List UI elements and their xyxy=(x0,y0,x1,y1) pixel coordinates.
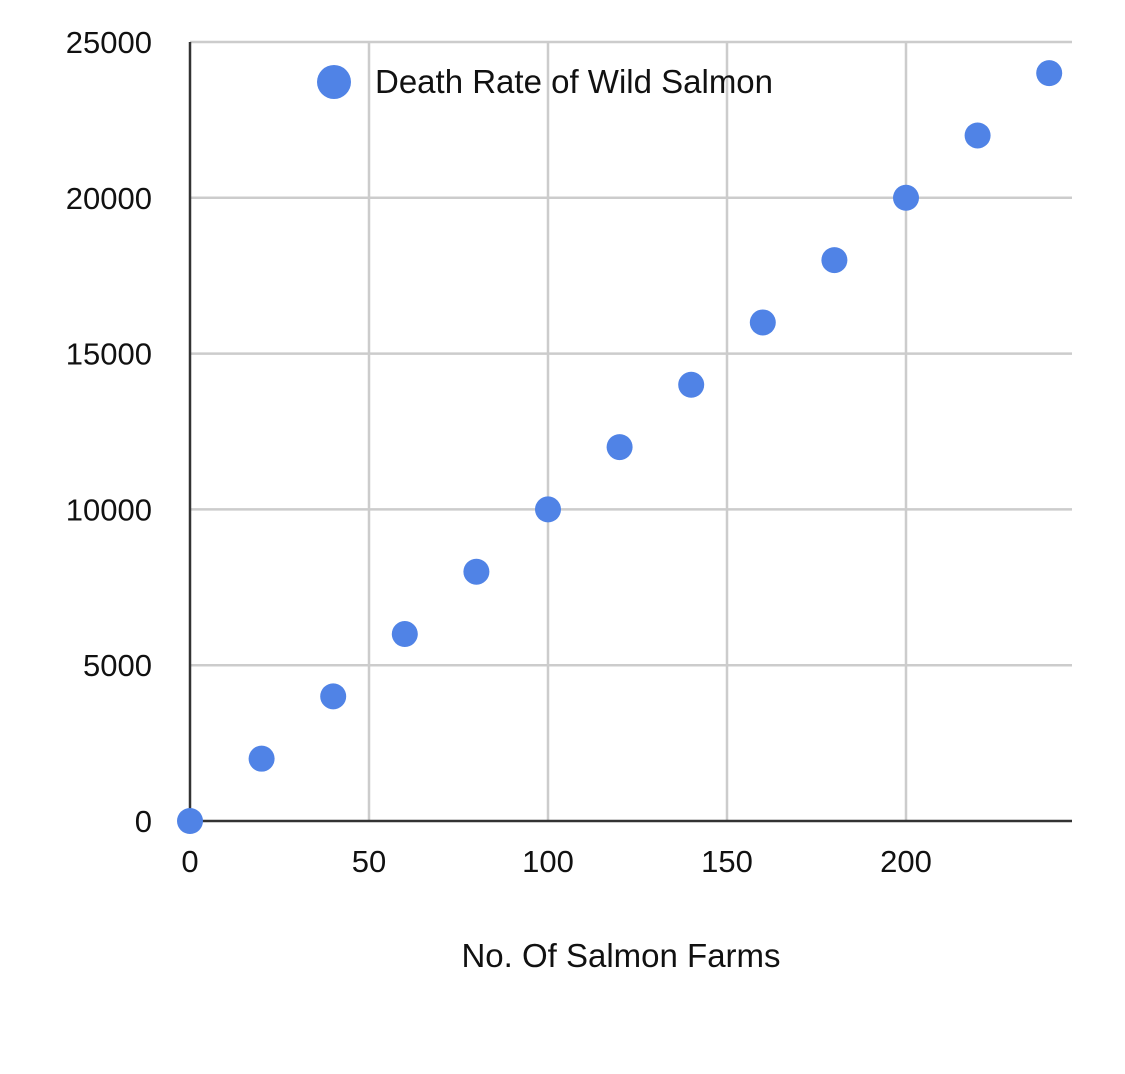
x-tick-label: 150 xyxy=(701,844,753,879)
tick-labels: 0 5000 10000 15000 20000 25000 0 50 100 150 200 xyxy=(66,25,932,879)
data-point xyxy=(606,434,633,461)
data-point xyxy=(964,122,991,149)
y-tick-label: 0 xyxy=(135,804,152,839)
data-point xyxy=(821,247,848,274)
data-point xyxy=(678,371,705,398)
data-point xyxy=(177,808,203,834)
x-tick-label: 100 xyxy=(522,844,574,879)
data-point xyxy=(749,309,776,336)
data-point xyxy=(391,621,418,648)
data-point xyxy=(1036,60,1063,87)
data-point xyxy=(463,558,490,585)
x-tick-label: 200 xyxy=(880,844,932,879)
legend-marker xyxy=(317,65,351,99)
x-tick-label: 0 xyxy=(181,844,198,879)
axes xyxy=(188,42,1072,823)
y-tick-label: 5000 xyxy=(83,648,152,683)
grid xyxy=(190,40,1072,821)
y-tick-label: 20000 xyxy=(66,181,152,216)
x-axis-title: No. Of Salmon Farms xyxy=(461,937,780,974)
data-points xyxy=(177,60,1063,834)
data-point xyxy=(248,745,275,772)
data-point xyxy=(893,184,919,211)
legend-label: Death Rate of Wild Salmon xyxy=(375,63,773,100)
data-point xyxy=(320,683,347,710)
y-tick-label: 25000 xyxy=(66,25,152,60)
y-tick-label: 10000 xyxy=(66,492,152,527)
data-point xyxy=(535,496,561,523)
legend: Death Rate of Wild Salmon xyxy=(317,63,773,100)
y-tick-label: 15000 xyxy=(66,337,152,372)
x-tick-label: 50 xyxy=(352,844,386,879)
